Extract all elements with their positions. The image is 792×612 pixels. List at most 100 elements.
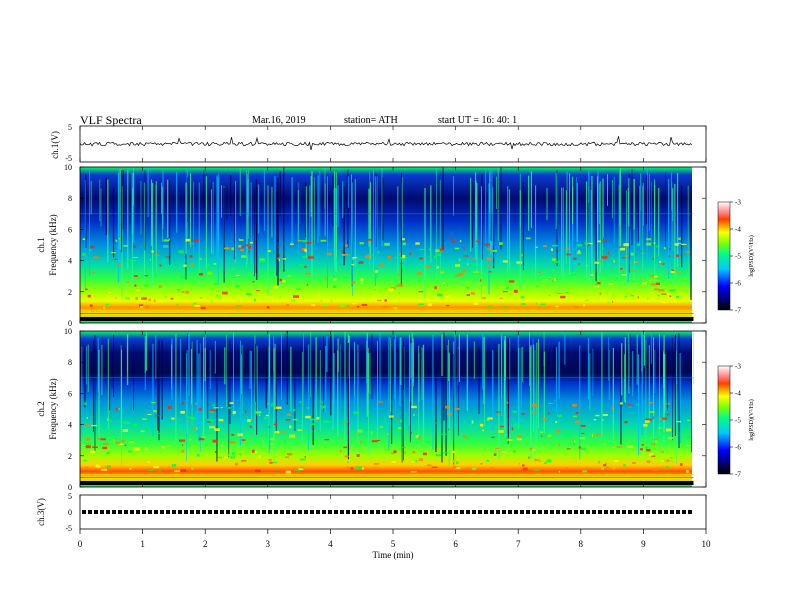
spectral-speck — [542, 280, 547, 283]
pulse-mark — [394, 510, 398, 514]
spectral-speck — [322, 297, 326, 301]
start-time-label: start UT = 16: 40: 1 — [438, 115, 518, 126]
spectral-speck — [85, 445, 91, 449]
spectral-speck — [646, 448, 651, 452]
spectral-speck — [400, 419, 402, 423]
ch3-waveform-ytick-top: 5 — [68, 492, 72, 501]
spectral-speck — [409, 252, 412, 256]
spectral-speck — [229, 441, 236, 444]
spectral-speck — [174, 470, 180, 473]
spectral-speck — [248, 245, 252, 249]
spectral-speck — [279, 278, 282, 282]
spectral-speck — [668, 460, 674, 463]
spectral-speck — [470, 292, 475, 295]
spectral-speck — [593, 419, 597, 421]
spectral-speck — [630, 252, 634, 256]
spectral-speck — [133, 275, 138, 278]
spectral-speck — [603, 273, 606, 276]
spectral-speck — [488, 271, 492, 273]
spectral-speck — [144, 275, 149, 277]
spectral-speck — [486, 419, 490, 421]
spectral-speck — [646, 277, 649, 280]
spectral-speck — [684, 277, 686, 280]
spectral-speck — [189, 255, 193, 258]
spectral-speck — [306, 407, 310, 409]
spectral-speck — [251, 449, 255, 453]
pulse-mark — [118, 510, 122, 514]
spectral-speck — [501, 450, 507, 453]
spectral-speck — [686, 435, 691, 439]
pulse-mark — [82, 510, 86, 514]
spectral-speck — [548, 294, 551, 296]
colorbar-tick-label: -6 — [735, 280, 741, 288]
spectral-speck — [238, 401, 241, 403]
pulse-mark — [364, 510, 368, 514]
time-axis-tick-label: 6 — [453, 539, 458, 549]
pulse-mark — [220, 510, 224, 514]
spectral-speck — [398, 292, 401, 295]
spectral-speck — [418, 436, 421, 440]
spectral-speck — [495, 447, 500, 450]
spectral-speck — [317, 293, 320, 297]
spectral-speck — [663, 247, 666, 250]
spectral-speck — [513, 289, 518, 293]
spectral-speck — [685, 251, 691, 253]
spectral-speck — [534, 446, 539, 449]
spectral-speck — [552, 280, 554, 282]
colorbar-tick-label: -5 — [735, 253, 741, 261]
spectral-speck — [356, 305, 360, 308]
spectral-speck — [660, 460, 664, 462]
spectral-speck — [522, 464, 525, 467]
spectral-speck — [311, 426, 315, 429]
spectral-speck — [640, 252, 646, 254]
spectral-speck — [127, 450, 133, 453]
spectral-speck — [206, 264, 209, 267]
spectral-speck — [664, 403, 671, 405]
spectral-speck — [388, 415, 394, 418]
spectral-speck — [451, 450, 455, 454]
spectral-speck — [680, 432, 683, 435]
spectral-speck — [122, 429, 128, 432]
spectral-speck — [555, 429, 560, 433]
spectral-speck — [418, 303, 425, 305]
spectral-speck — [161, 446, 166, 449]
spectral-speck — [259, 259, 265, 263]
pulse-mark — [370, 510, 374, 514]
spectral-speck — [154, 254, 160, 256]
spectral-speck — [231, 433, 235, 436]
pulse-mark — [382, 510, 386, 514]
spectral-speck — [82, 252, 86, 256]
spectral-speck — [465, 280, 470, 284]
spectral-speck — [517, 435, 523, 438]
spectral-speck — [159, 264, 162, 267]
spectral-speck — [360, 281, 363, 285]
spectral-speck — [557, 292, 563, 295]
spectral-speck — [661, 301, 666, 304]
spectral-speck — [185, 285, 192, 289]
pulse-mark — [652, 510, 656, 514]
pulse-mark — [232, 510, 236, 514]
spectral-speck — [402, 238, 405, 241]
spectral-speck — [276, 468, 279, 470]
spectral-speck — [118, 237, 121, 240]
spectral-speck — [249, 425, 252, 428]
spectral-speck — [412, 450, 416, 454]
spectral-speck — [109, 420, 113, 422]
spectral-speck — [623, 464, 626, 467]
spectral-speck — [353, 411, 359, 414]
spectral-speck — [101, 284, 106, 286]
spectral-speck — [270, 404, 273, 407]
spectral-speck — [232, 268, 235, 270]
spectral-speck — [330, 299, 333, 303]
spectral-speck — [133, 245, 137, 248]
spectral-speck — [445, 295, 451, 298]
pulse-mark — [256, 510, 260, 514]
time-axis-label: Time (min) — [373, 550, 414, 560]
spectral-speck — [211, 300, 213, 303]
spectral-speck — [427, 464, 432, 467]
spectral-speck — [632, 462, 636, 464]
ch1-colorbar-ticks: -3 -4 -5 -6 -7 — [730, 199, 741, 315]
spectral-speck — [572, 415, 577, 417]
spectral-speck — [213, 407, 219, 409]
spectral-speck — [277, 257, 280, 260]
